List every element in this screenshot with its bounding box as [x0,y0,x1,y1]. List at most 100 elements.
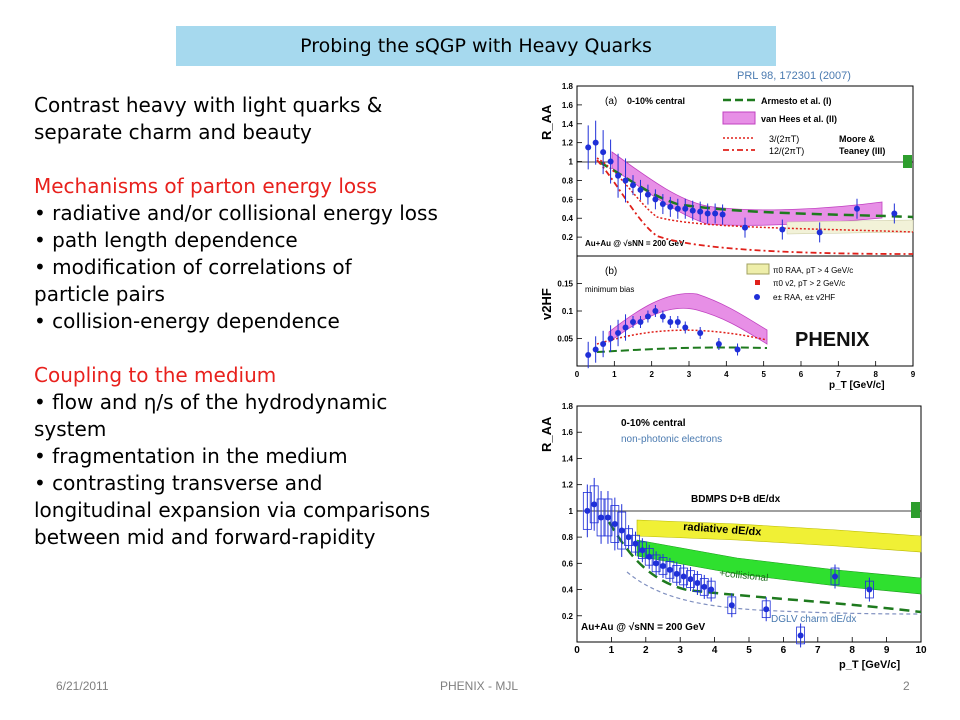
y-tick-label: 0.8 [562,533,574,542]
data-point [615,330,622,336]
y-tick-label: 0.1 [562,307,574,316]
footer-page-number: 2 [903,679,910,693]
x-tick-label: 2 [643,645,649,656]
y-tick-label: 0.6 [562,195,574,204]
data-point [592,346,599,353]
footer-center: PHENIX - MJL [440,679,519,693]
annotation-non-photonic: non-photonic electrons [621,434,722,445]
y-tick-label: 1.8 [562,82,574,91]
bullet-line: particle pairs [34,282,165,306]
data-point [637,186,644,193]
x-tick-label: 3 [687,370,692,379]
bdmps-curve [607,521,922,614]
data-point [622,177,629,184]
legend-teaney: Teaney (III) [839,146,885,156]
x-tick-label: 8 [873,370,878,379]
data-point [697,330,704,336]
data-point [673,570,680,577]
x-tick-label: 4 [724,370,729,379]
systematic-box [706,580,716,599]
data-point [585,144,592,151]
data-point [797,632,804,639]
section-heading-coupling: Coupling to the medium [34,363,277,387]
footer-date: 6/21/2011 [56,679,109,693]
legend-b3-marker [754,294,760,300]
systematic-box [761,600,771,619]
systematic-box [665,561,675,579]
intro-line-1: Contrast heavy with light quarks & [34,93,383,117]
radiative-band [636,519,922,553]
data-point [728,602,735,609]
data-point [639,547,646,554]
v2-model-band [608,293,768,345]
data-point [598,514,605,521]
legend-mt12: 12/(2πT) [769,146,804,156]
systematic-box [617,511,627,550]
data-point [591,501,598,508]
data-point [666,566,673,573]
data-point [604,514,611,521]
y-tick-label: 0.4 [562,586,574,595]
y-tick-label: 1.2 [562,481,574,490]
fig2-xlabel: p_T [GeV/c] [839,659,900,671]
data-point [660,562,666,569]
data-point [816,229,823,236]
data-point [674,205,681,212]
y-tick-label: 0.05 [557,335,573,344]
y-tick-label: 0.6 [562,559,574,568]
data-point [592,139,599,146]
legend-b2-marker [755,280,760,285]
data-point [854,205,860,212]
x-tick-label: 6 [799,370,804,379]
data-point [689,207,696,214]
data-point [742,224,748,231]
data-point [708,586,715,593]
x-tick-label: 1 [609,645,615,656]
norm-box [903,155,912,168]
legend-moore: Moore & [839,134,876,144]
data-point [611,521,618,527]
intro-line-2: separate charm and beauty [34,120,312,144]
y-tick-label: 1.6 [562,101,574,110]
bullet-line: between mid and forward-rapidity [34,525,376,549]
panel-b-label: (b) [605,266,617,277]
data-point [866,586,873,593]
y-tick-label: 0.15 [557,280,573,289]
body-text: Contrast heavy with light quarks & separ… [34,92,534,551]
fig2-norm-box [911,502,920,518]
moore-teaney-12-curve [596,159,914,255]
y-tick-label: 1.4 [562,120,574,129]
citation: PRL 98, 172301 (2007) [737,70,851,82]
bullet-line: • flow and η/s of the hydrodynamic [34,390,388,414]
systematic-box [644,547,654,566]
y-tick-label: 0.2 [562,233,574,242]
section-heading-mechanisms: Mechanisms of parton energy loss [34,174,377,198]
data-point [680,573,687,580]
data-point [652,196,659,203]
x-tick-label: 7 [815,645,821,656]
systematic-box [631,534,640,553]
systematic-box [679,567,689,586]
annotation-collisional: +collisional [719,568,769,584]
data-point [625,534,632,541]
data-point [622,324,629,331]
y-tick-label: 0.8 [562,176,574,185]
panel-a-ylabel: R_AA [539,104,554,140]
title-bar: Probing the sQGP with Heavy Quarks [176,26,776,66]
x-tick-label: 2 [649,370,654,379]
data-point [653,560,660,567]
systematic-box [864,580,874,599]
x-tick-label: 9 [911,370,916,379]
fig2-tag: 0-10% central [621,418,686,429]
phenix-logo: PHENIX [795,329,870,351]
x-tick-label: 4 [712,645,718,656]
x-tick-label: 7 [836,370,841,379]
legend-armesto: Armesto et al. (I) [761,96,832,106]
systematic-box [830,567,840,586]
data-point [630,182,636,189]
panel-b-tag: minimum bias [585,285,634,294]
x-tick-label: 0 [575,370,580,379]
systematic-box [582,492,592,530]
data-point [646,553,653,560]
systematic-box [624,528,633,546]
